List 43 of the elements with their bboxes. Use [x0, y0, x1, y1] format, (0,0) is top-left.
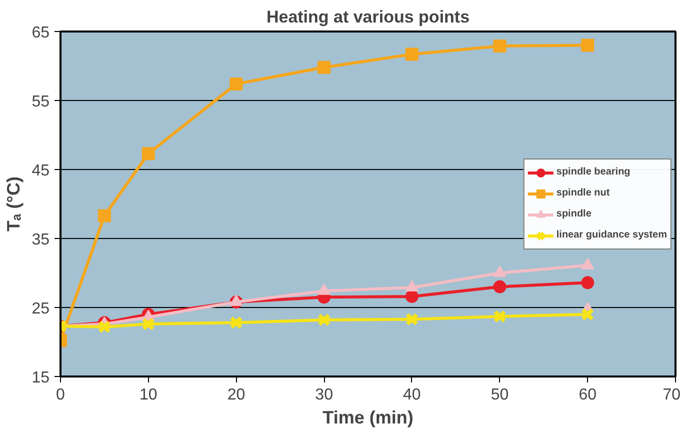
- y-tick-label: 25: [32, 300, 50, 318]
- y-tick-label: 35: [32, 232, 50, 248]
- point: [405, 280, 418, 292]
- point: [581, 308, 594, 321]
- y-tick-label: 45: [32, 162, 50, 180]
- x-tick-label: 30: [315, 386, 334, 404]
- point: [142, 317, 155, 331]
- point: [98, 320, 112, 334]
- point: [98, 209, 111, 222]
- x-tick-label: 50: [490, 386, 509, 404]
- x-tick-label: 0: [56, 386, 66, 404]
- x-tick-label: 70: [662, 386, 681, 404]
- x-axis-title: Time (min): [322, 408, 414, 428]
- point: [581, 38, 594, 52]
- point: [405, 312, 419, 326]
- point: [493, 266, 506, 277]
- point: [317, 313, 331, 327]
- legend-label: spindle nut: [556, 187, 610, 199]
- x-tick-label: 40: [403, 386, 421, 404]
- legend-label: spindle bearing: [556, 166, 630, 178]
- point: [230, 77, 243, 90]
- point: [142, 147, 155, 160]
- point: [581, 276, 594, 290]
- y-axis-title: Tₐ (°C): [4, 176, 24, 232]
- y-tick-label: 15: [32, 370, 50, 386]
- point: [318, 60, 331, 74]
- point: [493, 310, 506, 324]
- point: [230, 316, 243, 330]
- y-tick-label: 65: [32, 24, 50, 42]
- chart-title: Heating at various points: [266, 8, 470, 26]
- x-tick-label: 10: [139, 386, 158, 404]
- point: [230, 294, 243, 306]
- point: [493, 39, 506, 52]
- legend-label: spindle: [556, 208, 592, 220]
- x-tick-label: 60: [578, 386, 597, 404]
- x-tick-label: 20: [227, 386, 246, 404]
- point: [318, 284, 331, 295]
- point: [405, 290, 418, 303]
- point: [405, 48, 418, 61]
- y-tick-label: 55: [32, 94, 50, 110]
- point: [581, 258, 594, 270]
- legend-label: linear guidance system: [556, 229, 667, 241]
- point: [493, 280, 506, 294]
